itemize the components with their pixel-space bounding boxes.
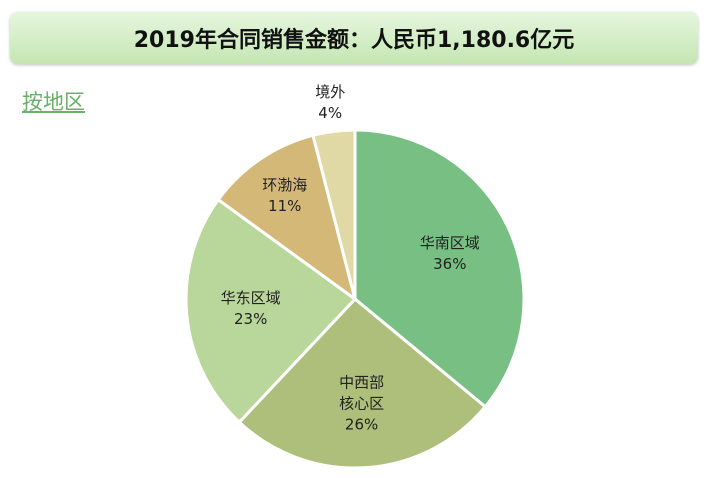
title: 2019年合同销售金额：人民币1,180.6亿元 bbox=[10, 12, 698, 64]
category-label: 华东区域 bbox=[220, 288, 281, 307]
pie-slice bbox=[237, 296, 488, 470]
value-label: 11% bbox=[268, 196, 302, 215]
value-label: 23% bbox=[233, 309, 268, 328]
slice-label: 境外 4% bbox=[315, 82, 345, 124]
subtitle: 按地区 bbox=[22, 90, 85, 114]
value-label: 4% bbox=[318, 103, 343, 122]
category-label: 中西部核心区 bbox=[339, 373, 385, 413]
category-label: 环渤海 bbox=[262, 175, 308, 194]
pie-slice bbox=[311, 128, 357, 300]
slice-label: 华东区域 23% bbox=[221, 288, 281, 330]
category-label: 境外 bbox=[315, 82, 346, 101]
pie-slice bbox=[216, 133, 358, 303]
pie-slice bbox=[184, 197, 358, 425]
slice-label: 华南区域 36% bbox=[420, 233, 480, 275]
slice-label: 中西部核心区 26% bbox=[339, 372, 384, 435]
pie-slice bbox=[353, 128, 526, 409]
value-label: 36% bbox=[433, 255, 467, 274]
value-label: 26% bbox=[344, 415, 379, 434]
category-label: 华南区域 bbox=[419, 234, 480, 253]
slice-label: 环渤海 11% bbox=[262, 175, 307, 217]
